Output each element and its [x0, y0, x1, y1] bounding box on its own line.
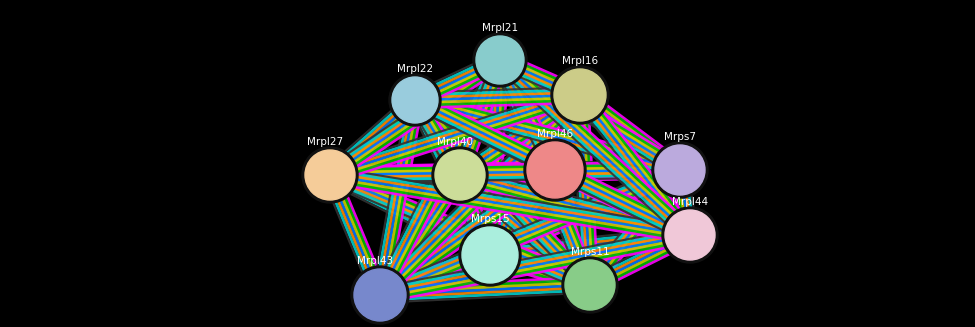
- Circle shape: [435, 150, 485, 200]
- Text: Mrpl40: Mrpl40: [437, 137, 473, 147]
- Circle shape: [524, 139, 586, 201]
- Circle shape: [366, 281, 394, 309]
- Circle shape: [459, 224, 521, 286]
- Circle shape: [551, 66, 609, 124]
- Circle shape: [662, 207, 718, 263]
- Circle shape: [655, 145, 705, 195]
- Circle shape: [677, 221, 704, 249]
- Text: Mrpl16: Mrpl16: [562, 56, 598, 66]
- Text: Mrpl27: Mrpl27: [307, 137, 343, 147]
- Circle shape: [462, 227, 518, 283]
- Circle shape: [554, 69, 606, 121]
- Circle shape: [392, 77, 438, 123]
- Circle shape: [447, 161, 474, 189]
- Circle shape: [389, 74, 441, 126]
- Circle shape: [475, 240, 505, 270]
- Circle shape: [665, 210, 715, 260]
- Circle shape: [566, 81, 595, 109]
- Circle shape: [403, 87, 428, 112]
- Text: Mrpl22: Mrpl22: [397, 64, 433, 74]
- Circle shape: [316, 161, 344, 189]
- Circle shape: [305, 150, 355, 200]
- Circle shape: [302, 147, 358, 203]
- Circle shape: [476, 36, 524, 84]
- Circle shape: [562, 257, 618, 313]
- Text: Mrpl43: Mrpl43: [357, 256, 393, 266]
- Text: Mrps15: Mrps15: [471, 214, 509, 224]
- Circle shape: [576, 271, 604, 299]
- Text: Mrpl21: Mrpl21: [482, 23, 518, 33]
- Circle shape: [652, 142, 708, 198]
- Circle shape: [527, 142, 583, 198]
- Circle shape: [432, 147, 488, 203]
- Circle shape: [539, 155, 570, 185]
- Text: Mrpl44: Mrpl44: [672, 197, 708, 207]
- Text: Mrpl46: Mrpl46: [537, 129, 573, 139]
- Circle shape: [666, 156, 694, 184]
- Circle shape: [487, 47, 513, 73]
- Text: Mrps7: Mrps7: [664, 132, 696, 142]
- Circle shape: [354, 269, 406, 321]
- Circle shape: [473, 33, 527, 87]
- Circle shape: [565, 260, 615, 310]
- Circle shape: [351, 266, 409, 324]
- Text: Mrps11: Mrps11: [570, 247, 609, 257]
